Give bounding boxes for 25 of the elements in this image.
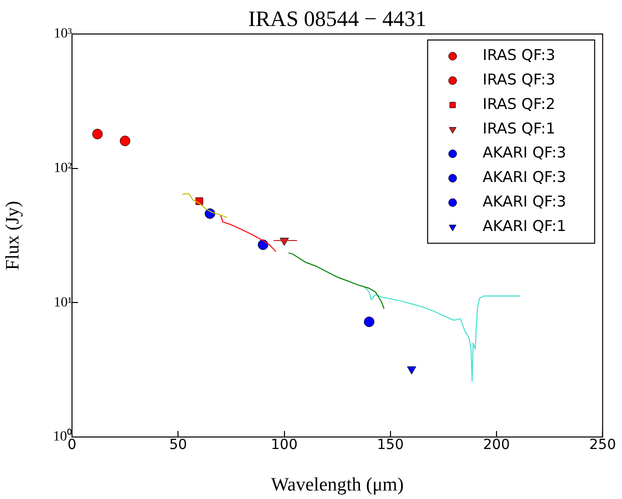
legend-label: IRAS QF:3 [482, 70, 556, 88]
x-tick-label: 150 [377, 437, 404, 454]
legend-label: IRAS QF:1 [482, 119, 556, 138]
point [407, 366, 416, 374]
point [258, 239, 268, 250]
legend-label: AKARI QF:3 [482, 192, 566, 210]
legend-label: IRAS QF:2 [482, 94, 556, 113]
point [364, 316, 374, 328]
y-tick-label: 10³ [54, 26, 72, 42]
x-axis-title: Wavelength (μm) [271, 474, 404, 496]
legend-label: IRAS QF:3 [482, 46, 556, 64]
legend-label: AKARI QF:1 [482, 216, 566, 235]
y-tick-label: 10² [54, 161, 72, 176]
y-axis-title: Flux (Jy) [2, 200, 24, 270]
x-tick-label: 100 [270, 437, 298, 454]
x-tick-label: 200 [483, 437, 510, 454]
legend-label: AKARI QF:3 [482, 168, 566, 186]
y-tick-label: 10¹ [54, 295, 72, 310]
point [280, 238, 289, 246]
point [120, 136, 130, 146]
point [92, 128, 103, 140]
x-tick-label: 250 [589, 437, 616, 454]
legend-label: AKARI QF:3 [482, 144, 566, 162]
chart-title: IRAS 08544 − 4431 [248, 6, 426, 31]
x-tick-label: 50 [169, 437, 188, 454]
